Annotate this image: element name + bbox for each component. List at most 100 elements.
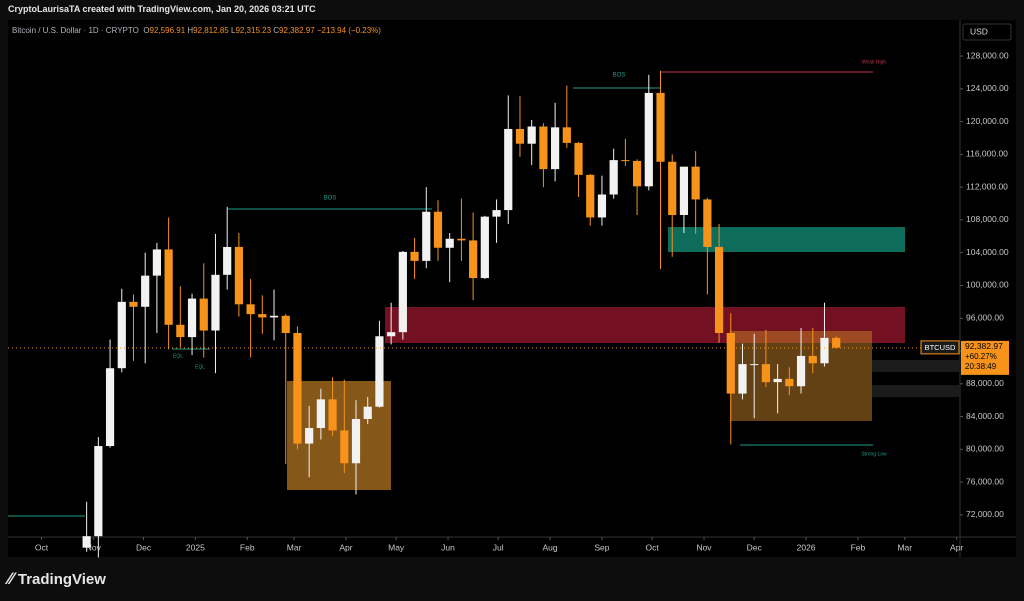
ohlc-key: O	[143, 26, 150, 35]
y-tick-label: 84,000.00	[966, 411, 1004, 421]
candle-body	[504, 128, 513, 211]
ohlc-value: 92,596.91	[149, 26, 186, 35]
candle-body	[422, 211, 431, 261]
x-tick-label: Jul	[493, 542, 504, 552]
brand: ⁄⁄ TradingView	[8, 569, 106, 588]
ohlc-key: L	[230, 26, 236, 35]
currency-label: USD	[970, 26, 988, 36]
candle-body	[187, 298, 197, 338]
candle-body	[703, 199, 712, 247]
weak-high-label: Weak High	[862, 59, 887, 65]
candle-body	[515, 128, 525, 144]
candle-body	[269, 315, 279, 318]
strong-low-label: Strong Low	[861, 451, 887, 457]
candle-body	[586, 174, 595, 218]
candle-body	[293, 332, 302, 444]
candle-body	[832, 337, 841, 348]
candle-body	[328, 399, 337, 431]
currency-box[interactable]	[962, 23, 1012, 41]
demand-zone	[287, 381, 391, 490]
candle-body	[94, 446, 103, 537]
x-tick-label: Dec	[747, 542, 763, 552]
candle-body	[117, 301, 126, 369]
candle-body	[726, 332, 735, 394]
candle-body	[211, 274, 220, 331]
x-tick-label: Oct	[646, 542, 660, 552]
candle-body	[808, 355, 817, 364]
countdown: 20:38:49	[965, 362, 997, 371]
candle-body	[82, 536, 91, 548]
y-tick-label: 88,000.00	[966, 378, 1004, 388]
eql-label: EQL	[173, 353, 183, 359]
candle-body	[258, 314, 267, 318]
candle-body	[750, 364, 759, 366]
x-tick-label: Feb	[851, 542, 866, 552]
price-change: +60.27%	[965, 352, 997, 361]
candle-body	[316, 399, 325, 429]
candle-body	[351, 419, 361, 464]
bos-label: BOS	[613, 73, 626, 79]
candle-body	[176, 324, 185, 338]
x-tick-label: Mar	[287, 542, 302, 552]
x-tick-label: 2025	[186, 542, 205, 552]
candle-body	[246, 304, 255, 315]
x-tick-label: Feb	[240, 542, 255, 552]
credit: CryptoLaurisaTA created with TradingView…	[8, 4, 316, 14]
candle-body	[445, 238, 454, 248]
zone-band	[872, 385, 960, 397]
candle-body	[281, 315, 290, 333]
x-tick-label: 2026	[797, 542, 816, 552]
candle-body	[785, 378, 794, 387]
candle-body	[597, 194, 607, 218]
ohlc-value: 92,812.85	[193, 26, 229, 35]
x-tick-label: Dec	[136, 542, 152, 552]
candle-body	[562, 127, 571, 143]
candle-body	[761, 364, 771, 383]
x-tick-label: Jun	[441, 542, 455, 552]
candle-body	[363, 406, 372, 420]
price-tag-bg	[961, 340, 1009, 375]
candle-body	[340, 430, 349, 464]
y-tick-label: 112,000.00	[966, 181, 1008, 191]
candle-body	[656, 92, 665, 162]
y-tick-label: 80,000.00	[966, 444, 1004, 454]
candle-body	[305, 428, 314, 444]
bos-label: BOS	[324, 196, 337, 202]
candle-body	[433, 211, 443, 248]
candle-body	[551, 127, 560, 170]
x-tick-label: Apr	[950, 542, 963, 552]
candle-body	[223, 246, 232, 275]
candle-body	[469, 240, 478, 279]
candle-body	[714, 246, 724, 333]
y-tick-label: 116,000.00	[966, 149, 1008, 159]
x-tick-label: Aug	[543, 542, 558, 552]
candle-body	[527, 126, 536, 144]
x-tick-label: Nov	[86, 542, 102, 552]
candle-body	[796, 355, 806, 387]
candle-body	[129, 301, 138, 307]
change: −213.94 (−0.23%)	[316, 26, 381, 35]
candle-body	[691, 166, 700, 200]
candle-body	[387, 332, 396, 337]
candle-body	[234, 246, 243, 305]
candle-body	[738, 364, 747, 394]
candle-body	[457, 238, 466, 241]
candle-body	[105, 368, 115, 447]
candle-body	[164, 249, 173, 325]
legend-header: Bitcoin / U.S. Dollar · 1D · CRYPTO O92,…	[12, 26, 381, 35]
candle-body	[679, 166, 689, 216]
x-tick-label: Oct	[35, 542, 49, 552]
candle-body	[199, 298, 208, 331]
candle-body	[820, 337, 829, 364]
y-tick-label: 128,000.00	[966, 50, 1009, 60]
y-tick-label: 96,000.00	[966, 312, 1004, 322]
brand-name: TradingView	[17, 571, 106, 588]
candle-body	[773, 378, 782, 383]
symbol-tag: BTCUSD	[925, 343, 956, 352]
y-tick-label: 76,000.00	[966, 476, 1004, 486]
x-tick-label: Nov	[696, 542, 712, 552]
candle-body	[621, 160, 630, 162]
candle-body	[410, 251, 419, 261]
